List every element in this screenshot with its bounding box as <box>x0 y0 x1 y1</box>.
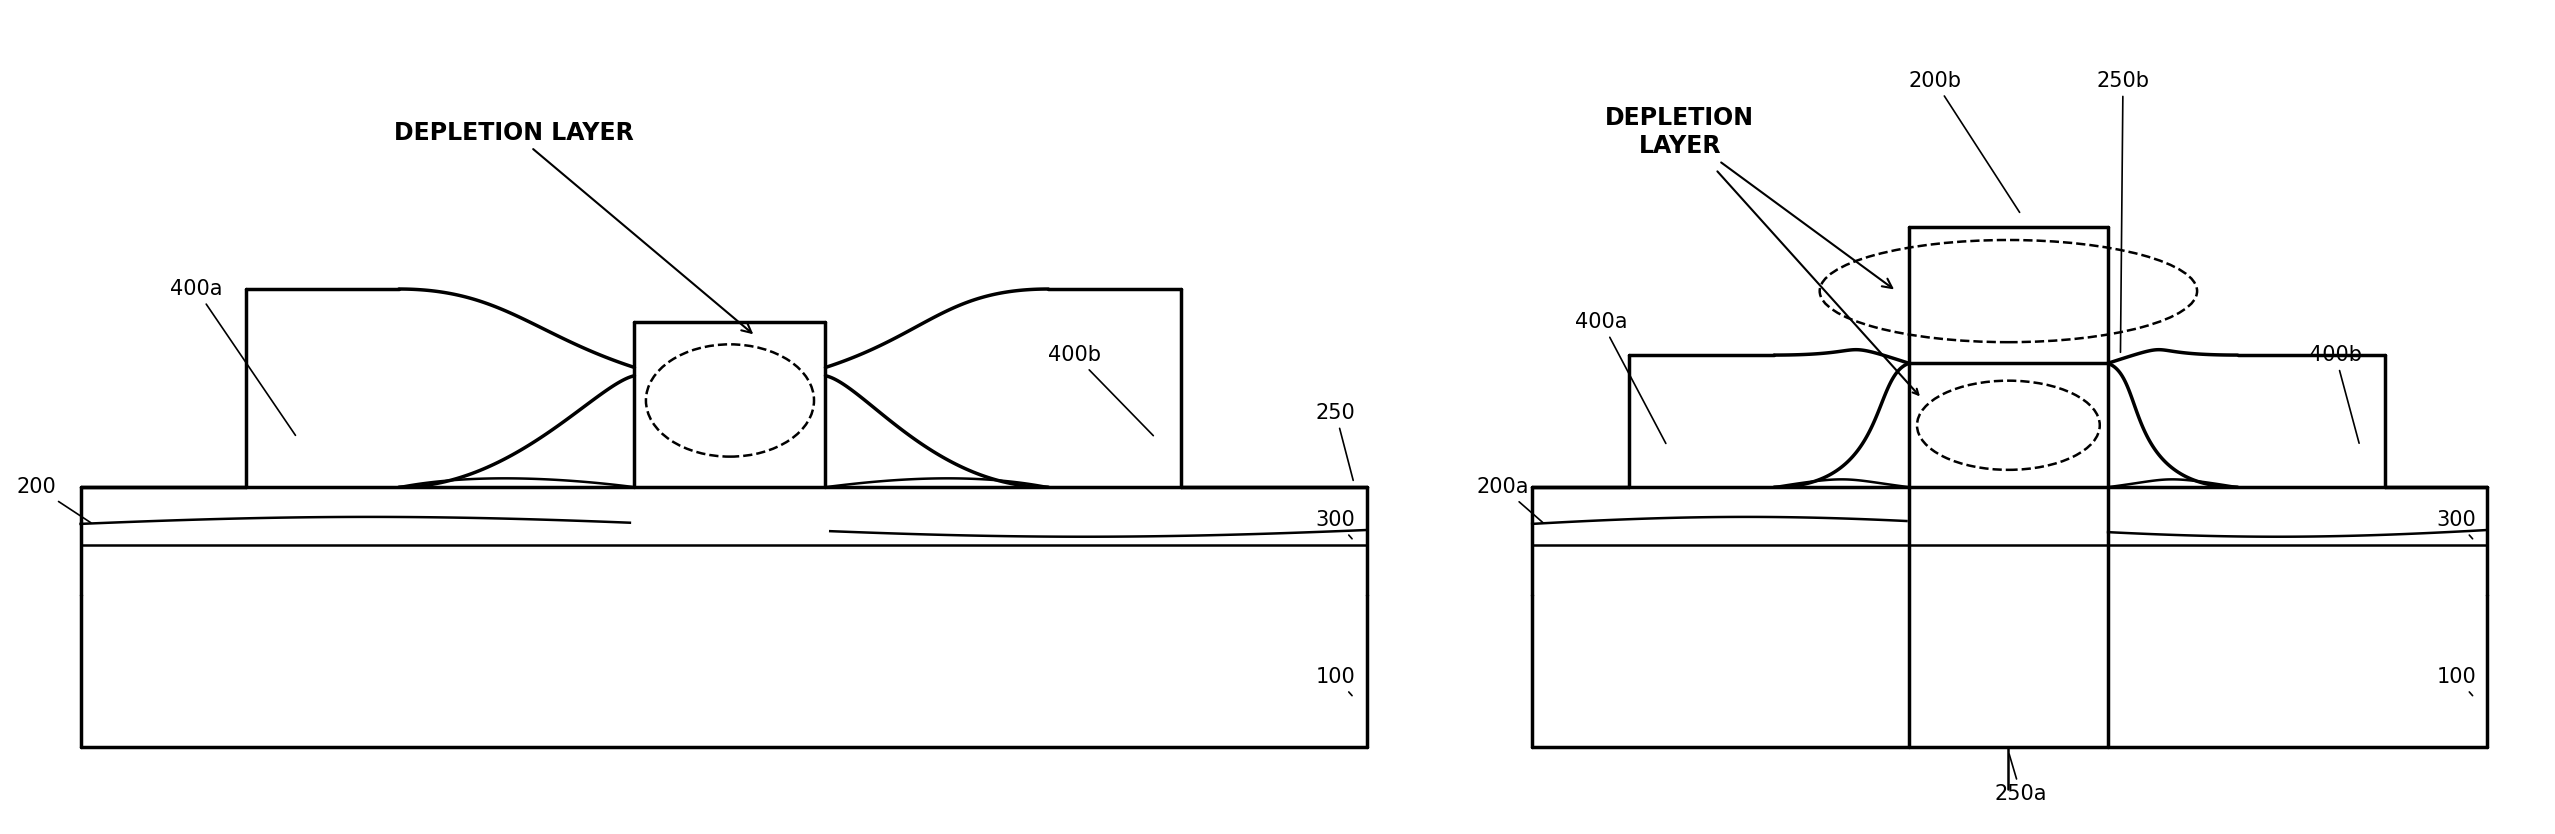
Text: 400b: 400b <box>2310 345 2361 443</box>
Text: 400b: 400b <box>1048 345 1152 435</box>
Text: 250: 250 <box>1316 403 1357 480</box>
Text: 250a: 250a <box>1995 754 2047 805</box>
Text: 300: 300 <box>2437 510 2476 539</box>
Text: 100: 100 <box>2437 667 2476 696</box>
Text: 400a: 400a <box>1576 312 1666 444</box>
Text: 300: 300 <box>1316 510 1357 539</box>
Text: 250b: 250b <box>2098 71 2149 352</box>
Text: 100: 100 <box>1316 667 1357 696</box>
Text: DEPLETION LAYER: DEPLETION LAYER <box>393 121 751 333</box>
Text: 200: 200 <box>18 477 92 523</box>
Text: 400a: 400a <box>169 279 296 435</box>
Text: DEPLETION
LAYER: DEPLETION LAYER <box>1605 106 1893 288</box>
Text: 200b: 200b <box>1909 71 2018 213</box>
Text: 200a: 200a <box>1477 477 1543 523</box>
